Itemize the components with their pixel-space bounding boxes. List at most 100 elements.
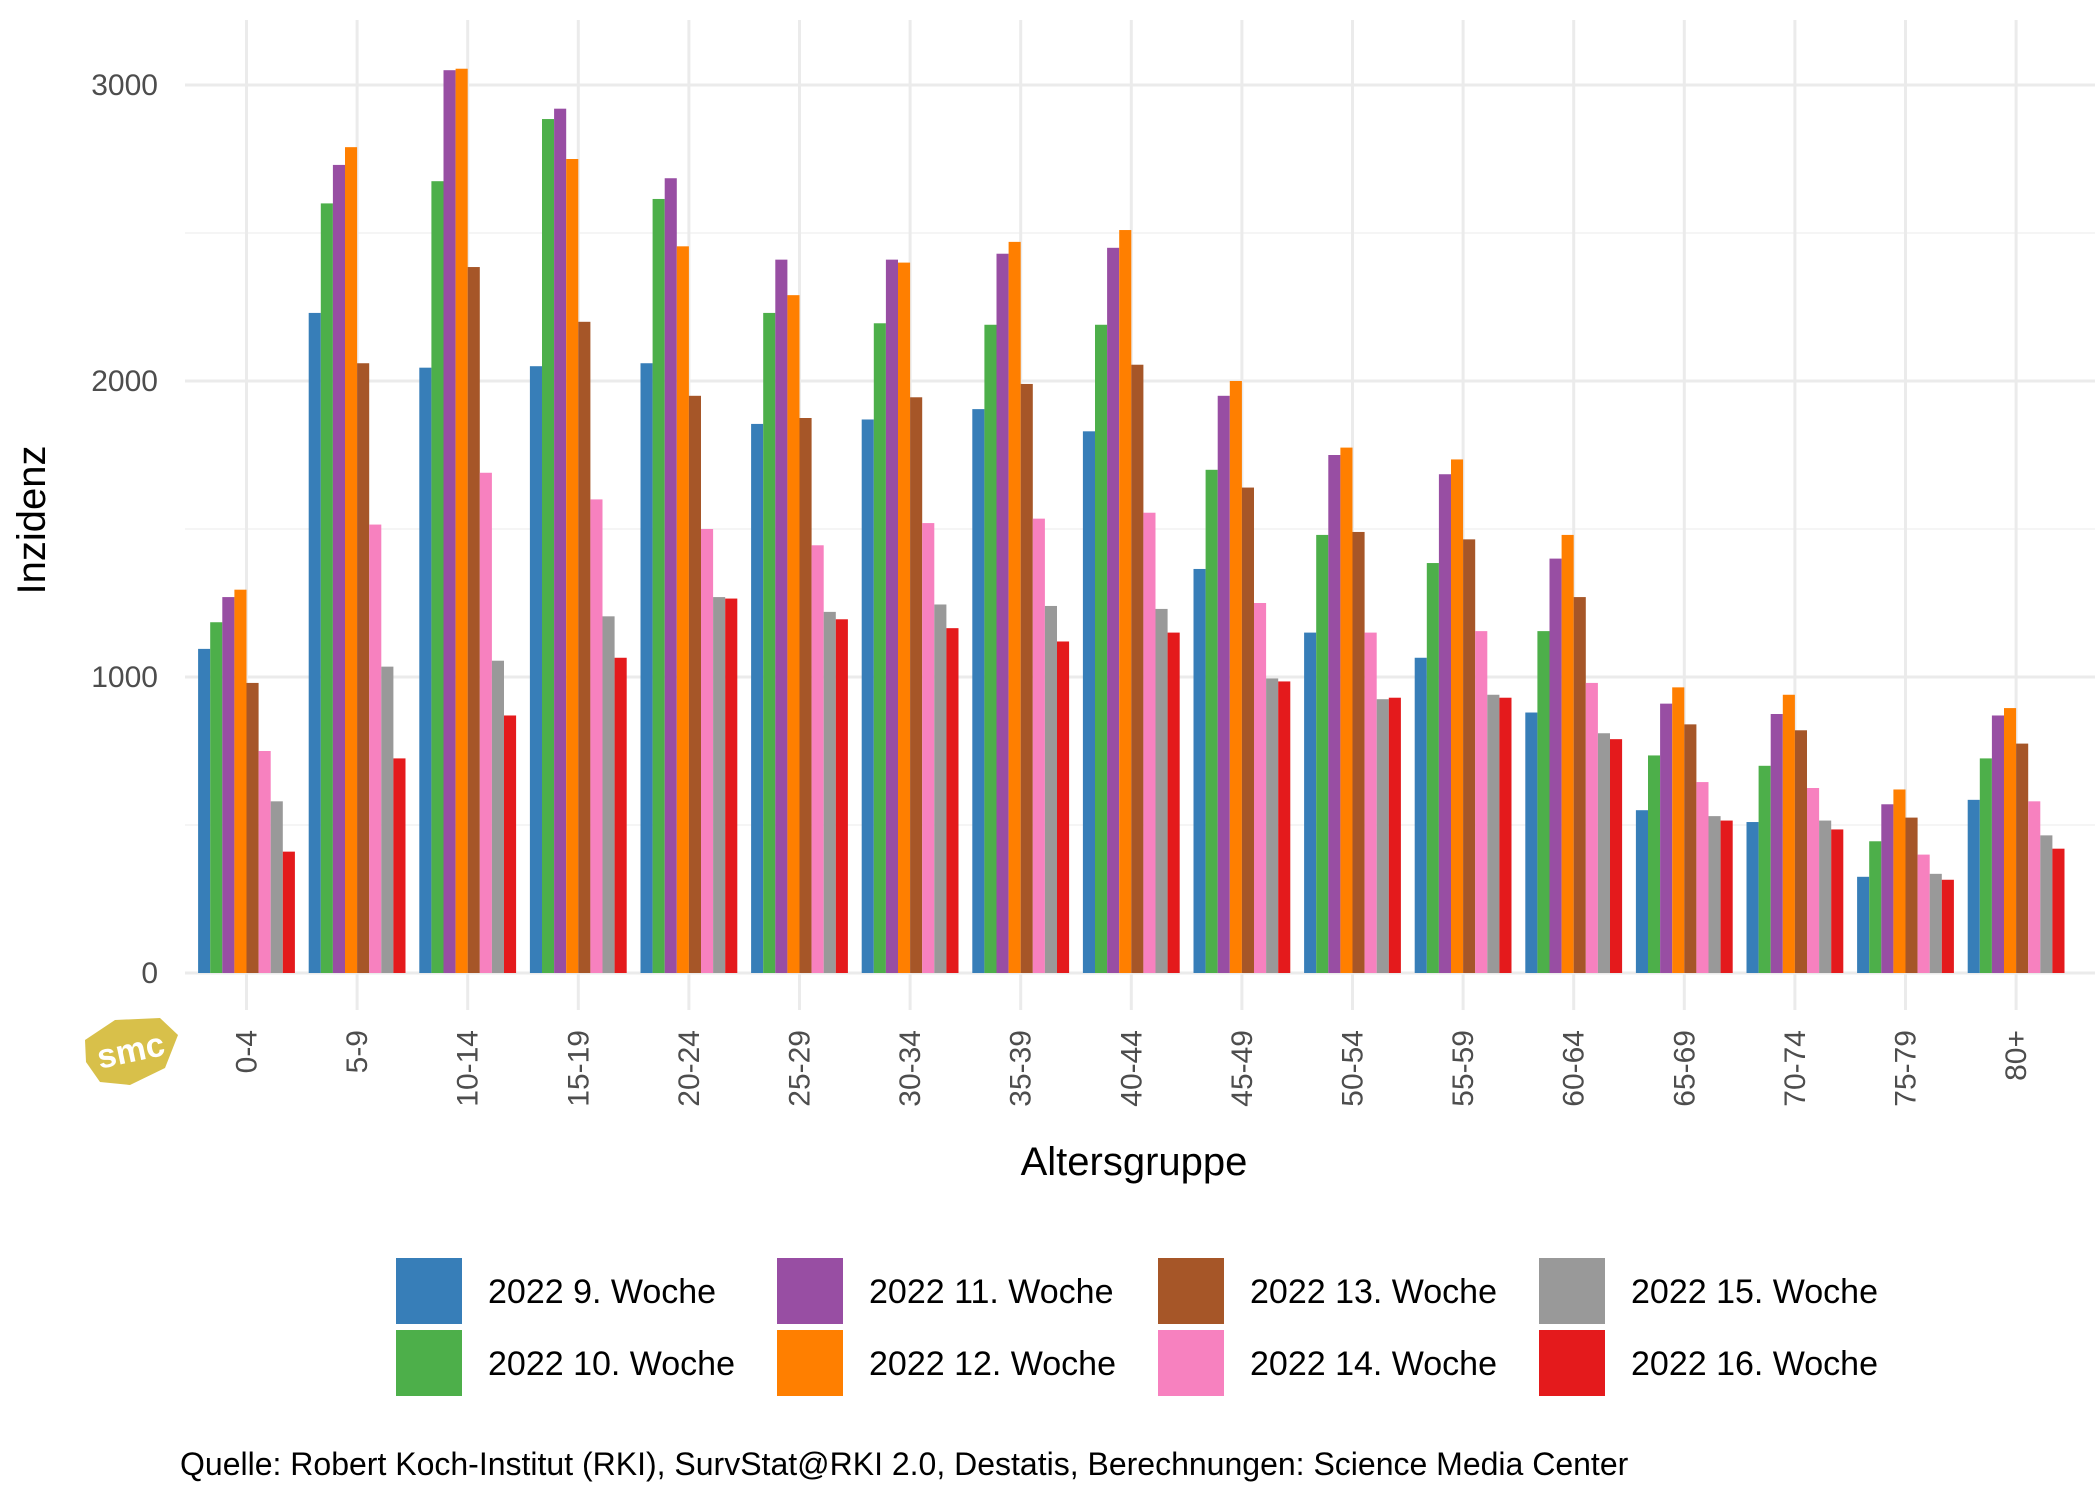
bar-80+-2: [1991, 715, 2004, 973]
x-tick-label: 65-69: [1668, 1030, 1701, 1107]
bar-40-44-4: [1131, 364, 1144, 974]
bar-65-69-6: [1708, 816, 1721, 973]
bar-50-54-4: [1352, 531, 1365, 973]
bar-65-69-7: [1720, 820, 1733, 973]
bar-50-54-6: [1376, 699, 1389, 973]
bar-15-19-2: [554, 108, 567, 974]
bar-50-54-2: [1328, 455, 1341, 973]
bar-5-9-0: [308, 312, 321, 973]
source-caption: Quelle: Robert Koch-Institut (RKI), Surv…: [180, 1446, 1629, 1482]
bar-5-9-2: [332, 164, 345, 974]
bar-5-9-4: [357, 363, 370, 973]
bar-15-19-6: [602, 616, 615, 973]
bar-40-44-3: [1119, 230, 1132, 974]
bars: [198, 68, 2065, 974]
bar-40-44-5: [1143, 512, 1156, 973]
bar-5-9-6: [381, 666, 394, 973]
bar-40-44-6: [1155, 608, 1168, 973]
y-tick-label: 3000: [91, 69, 158, 102]
bar-50-54-0: [1304, 632, 1317, 973]
bar-55-59-7: [1499, 697, 1512, 973]
bar-10-14-3: [455, 68, 468, 974]
bar-5-9-7: [393, 758, 406, 973]
bar-15-19-5: [590, 499, 603, 973]
x-tick-label: 80+: [2000, 1030, 2033, 1081]
legend-label: 2022 12. Woche: [869, 1345, 1116, 1383]
bar-70-74-2: [1770, 714, 1783, 973]
bar-70-74-0: [1746, 822, 1759, 973]
x-axis-ticks: 0-4 5-9 10-14 15-19 20-24 25-29 30-34 35-39 40-4…: [231, 1030, 2034, 1107]
bar-75-79-2: [1881, 804, 1894, 973]
bar-60-64-2: [1549, 558, 1562, 973]
x-tick-label: 30-34: [894, 1030, 927, 1107]
bar-20-24-2: [664, 178, 677, 974]
bar-45-49-3: [1229, 381, 1242, 973]
bar-35-39-7: [1057, 641, 1070, 973]
bar-55-59-0: [1414, 657, 1427, 973]
legend-key: [1539, 1330, 1605, 1396]
bar-30-34-4: [910, 397, 923, 973]
bar-10-14-7: [504, 715, 517, 973]
x-tick-label: 20-24: [673, 1030, 706, 1107]
smc-logo: smc: [85, 1018, 178, 1085]
bar-30-34-3: [898, 262, 911, 974]
bar-0-4-6: [270, 801, 283, 973]
bar-75-79-0: [1857, 876, 1870, 973]
bar-45-49-1: [1205, 469, 1218, 973]
bar-55-59-4: [1463, 539, 1476, 973]
y-axis-title: Inzidenz: [10, 446, 54, 595]
bar-0-4-0: [198, 648, 211, 973]
bar-10-14-0: [419, 367, 432, 973]
x-tick-label: 60-64: [1558, 1030, 1591, 1107]
bar-5-9-3: [345, 147, 358, 973]
bar-50-54-5: [1364, 632, 1377, 973]
bar-30-34-2: [885, 259, 898, 973]
y-axis-ticks: 0 1000 2000 3000: [91, 69, 158, 990]
bar-50-54-3: [1340, 447, 1353, 974]
y-tick-label: 0: [141, 957, 158, 990]
bar-45-49-5: [1254, 603, 1267, 973]
bar-20-24-1: [652, 198, 665, 973]
x-tick-label: 55-59: [1447, 1030, 1480, 1107]
bar-80+-7: [2052, 848, 2065, 973]
bar-20-24-4: [688, 395, 701, 973]
bar-0-4-5: [258, 751, 271, 973]
bar-45-49-6: [1266, 678, 1279, 973]
legend-label: 2022 13. Woche: [1250, 1273, 1497, 1311]
bar-50-54-7: [1388, 697, 1401, 973]
bar-0-4-7: [282, 851, 295, 973]
bar-60-64-4: [1573, 597, 1586, 973]
bar-35-39-1: [984, 324, 997, 973]
bar-15-19-0: [529, 366, 542, 973]
bar-25-29-7: [835, 619, 848, 973]
bar-20-24-6: [713, 597, 726, 973]
bar-30-34-0: [861, 419, 874, 974]
bar-70-74-3: [1782, 694, 1795, 973]
bar-0-4-2: [222, 597, 235, 973]
x-tick-label: 15-19: [562, 1030, 595, 1107]
bar-30-34-5: [922, 523, 935, 973]
bar-70-74-6: [1819, 820, 1832, 973]
legend-key: [1158, 1330, 1224, 1396]
bar-30-34-1: [873, 323, 886, 973]
bar-60-64-3: [1561, 534, 1574, 973]
bar-55-59-1: [1426, 563, 1439, 973]
bar-60-64-6: [1597, 733, 1610, 973]
bar-80+-5: [2028, 801, 2041, 973]
bar-65-69-1: [1648, 755, 1661, 973]
x-tick-label: 40-44: [1115, 1030, 1148, 1107]
bar-15-19-7: [614, 657, 627, 973]
bar-25-29-0: [751, 423, 764, 973]
bar-75-79-3: [1893, 789, 1906, 973]
bar-40-44-0: [1082, 431, 1095, 973]
bar-55-59-2: [1438, 474, 1451, 973]
bar-10-14-6: [491, 660, 504, 973]
bar-45-49-7: [1278, 681, 1291, 973]
bar-75-79-4: [1905, 817, 1918, 973]
bar-35-39-0: [972, 409, 985, 973]
legend-key: [1158, 1258, 1224, 1324]
bar-65-69-3: [1672, 687, 1685, 973]
bar-70-74-7: [1831, 829, 1844, 973]
bar-45-49-4: [1241, 487, 1254, 973]
